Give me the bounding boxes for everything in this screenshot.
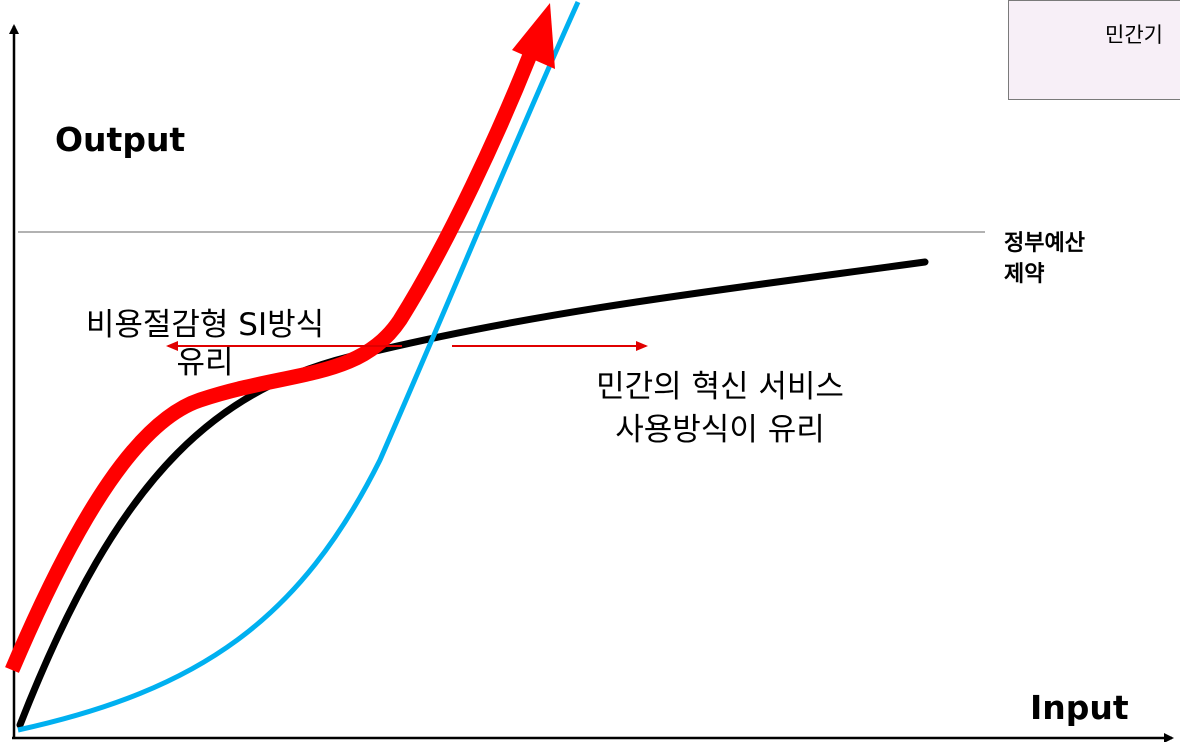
callout-box: 민간기 (1008, 0, 1180, 100)
si-label-line1: 비용절감형 SI방식 (85, 307, 325, 343)
red-curve-arrowhead (512, 3, 555, 69)
budget-label-line2: 제약 (1004, 262, 1045, 287)
x-axis-label: Input (1030, 688, 1129, 727)
blue-curve (17, 0, 581, 733)
innovation-label-line2: 사용방식이 유리 (615, 412, 825, 448)
si-label-line2: 유리 (176, 345, 234, 381)
budget-constraint-label: 정부예산 제약 (1004, 228, 1085, 290)
budget-label-line1: 정부예산 (1004, 231, 1085, 256)
innovation-advantage-label: 민간의 혁신 서비스 사용방식이 유리 (520, 366, 920, 452)
innovation-label-line1: 민간의 혁신 서비스 (596, 369, 844, 405)
red-curve (5, 52, 537, 673)
si-advantage-label: 비용절감형 SI방식 유리 (30, 306, 380, 382)
y-axis-label: Output (55, 120, 186, 159)
callout-text: 민간기 (1105, 23, 1163, 47)
